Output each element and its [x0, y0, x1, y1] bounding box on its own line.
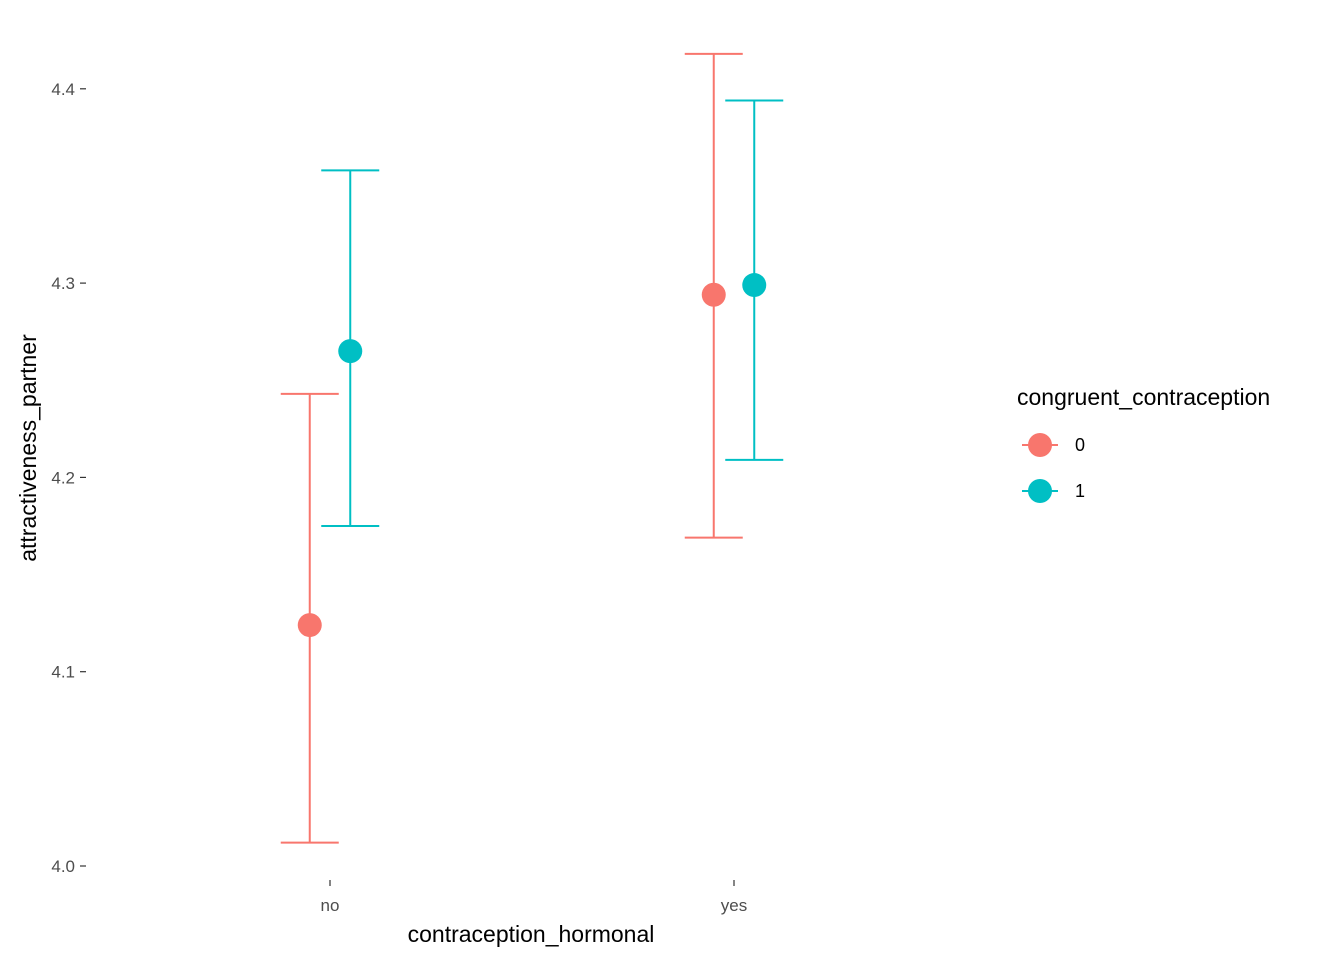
legend-item-0: 0 [1022, 433, 1085, 457]
y-tick-label: 4.0 [51, 857, 75, 876]
legend-title: congruent_contraception [1017, 384, 1270, 410]
legend-key-point [1028, 479, 1052, 503]
y-axis-title: attractiveness_partner [15, 334, 41, 562]
y-tick-label: 4.1 [51, 663, 75, 682]
y-axis: 4.0 4.1 4.2 4.3 4.4 [51, 80, 86, 876]
point-no-0 [297, 613, 322, 638]
plot-panel [280, 52, 784, 844]
point-yes-0 [701, 282, 726, 307]
y-tick-label: 4.4 [51, 80, 75, 99]
y-tick-label: 4.2 [51, 468, 75, 487]
legend-label: 0 [1075, 435, 1085, 455]
x-tick-label: no [321, 896, 340, 915]
legend-item-1: 1 [1022, 479, 1085, 503]
series-1 [321, 99, 784, 527]
x-axis: no yes [321, 880, 747, 915]
y-tick-label: 4.3 [51, 274, 75, 293]
point-no-1 [338, 339, 363, 364]
point-yes-1 [742, 273, 767, 298]
x-axis-title: contraception_hormonal [408, 921, 655, 947]
legend: congruent_contraception 0 1 [1017, 384, 1270, 503]
legend-label: 1 [1075, 481, 1085, 501]
x-tick-label: yes [721, 896, 747, 915]
series-0 [280, 52, 743, 844]
legend-key-point [1028, 433, 1052, 457]
